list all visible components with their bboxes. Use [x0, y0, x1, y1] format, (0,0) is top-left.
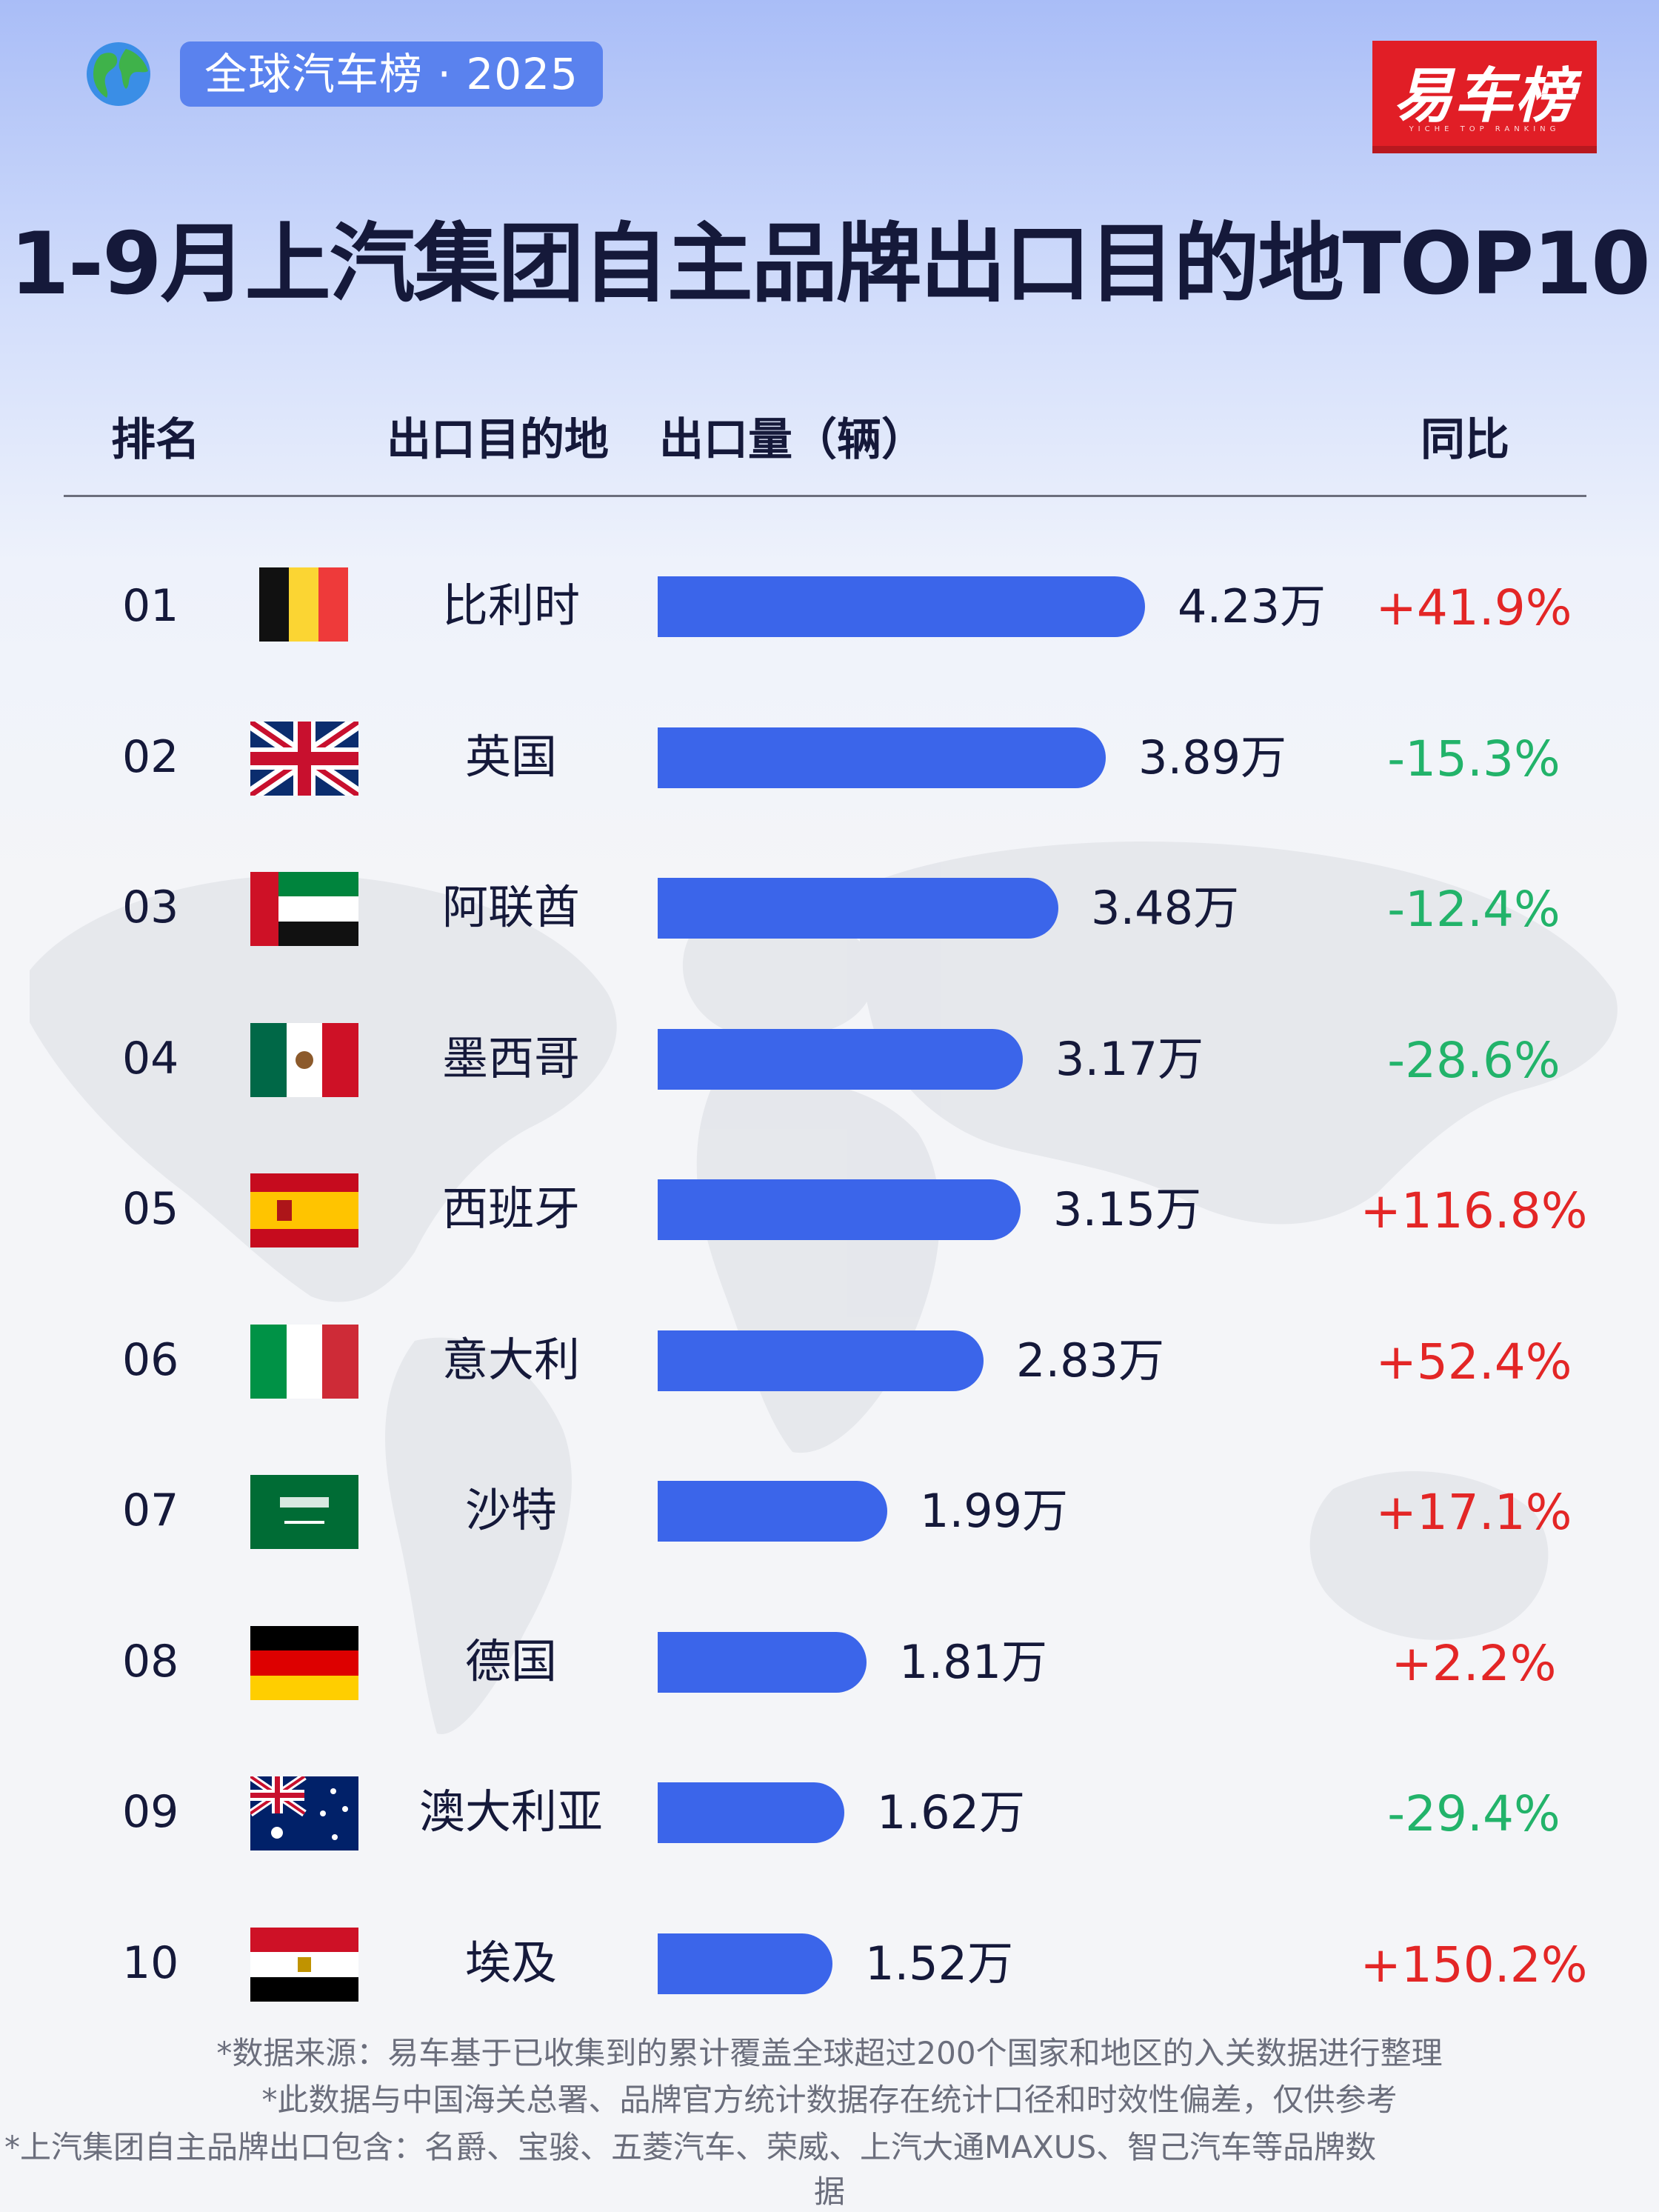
- belgium-flag-icon: [259, 567, 348, 642]
- table-row: 05 西班牙 3.15万 +116.8%: [0, 1173, 1659, 1327]
- rank-number: 08: [122, 1636, 179, 1688]
- logo-background: [1372, 41, 1597, 146]
- table-row: 02 英国 3.89万 -15.3%: [0, 722, 1659, 876]
- country-label: 沙特: [464, 1483, 557, 1537]
- column-header-destination: 出口目的地: [387, 414, 609, 466]
- value-label: 1.99万: [920, 1484, 1069, 1538]
- country-label: 比利时: [441, 579, 580, 633]
- rank-number: 05: [122, 1183, 179, 1235]
- rank-number: 09: [122, 1786, 179, 1838]
- italy-flag-icon: [250, 1325, 358, 1399]
- bar-7: [658, 1481, 887, 1542]
- bar-5: [658, 1179, 1021, 1240]
- value-label: 1.81万: [899, 1635, 1048, 1689]
- bar-1: [658, 576, 1145, 637]
- yoy-change: +41.9%: [1375, 579, 1572, 636]
- yoy-change: +116.8%: [1360, 1182, 1588, 1239]
- value-label: 3.17万: [1055, 1032, 1204, 1086]
- mexico-flag-icon: [250, 1023, 358, 1097]
- uae-flag-icon: [250, 872, 358, 946]
- country-label: 阿联酋: [441, 880, 580, 934]
- country-label: 澳大利亚: [418, 1785, 603, 1839]
- footnote-brands: *上汽集团自主品牌出口包含：名爵、宝骏、五菱汽车、荣威、上汽大通MAXUS、智己…: [4, 2129, 1377, 2165]
- table-row: 06 意大利 2.83万 +52.4%: [0, 1325, 1659, 1479]
- rank-number: 02: [122, 731, 179, 783]
- value-label: 3.89万: [1138, 730, 1287, 784]
- yoy-change: +150.2%: [1360, 1936, 1588, 1993]
- bar-10: [658, 1933, 832, 1994]
- country-label: 埃及: [464, 1936, 557, 1990]
- bar-6: [658, 1330, 984, 1391]
- rank-number: 07: [122, 1485, 179, 1536]
- header-divider: [64, 495, 1586, 497]
- germany-flag-icon: [250, 1626, 358, 1700]
- spain-flag-icon: [250, 1173, 358, 1247]
- uk-flag-icon: [250, 722, 358, 796]
- footnote-disclaimer: *此数据与中国海关总署、品牌官方统计数据存在统计口径和时效性偏差，仅供参考: [261, 2082, 1398, 2118]
- yoy-change: -29.4%: [1387, 1785, 1560, 1842]
- country-label: 德国: [464, 1634, 557, 1688]
- yoy-change: +17.1%: [1375, 1484, 1572, 1541]
- bar-8: [658, 1632, 867, 1693]
- table-row: 03 阿联酋 3.48万 -12.4%: [0, 872, 1659, 1026]
- bar-9: [658, 1782, 844, 1843]
- country-label: 墨西哥: [441, 1031, 580, 1085]
- table-row: 01 比利时 4.23万 +41.9%: [0, 567, 1659, 724]
- rank-number: 06: [122, 1334, 179, 1386]
- logo-text: 易车榜: [1393, 61, 1576, 130]
- footnote-brands-cont: 据: [813, 2173, 845, 2210]
- column-header-volume: 出口量（辆）: [659, 414, 926, 466]
- rank-number: 04: [122, 1033, 179, 1085]
- saudi-arabia-flag-icon: [250, 1475, 358, 1549]
- table-row: 07 沙特 1.99万 +17.1%: [0, 1475, 1659, 1629]
- header-tag: 全球汽车榜 · 2025: [180, 41, 603, 107]
- yoy-change: -12.4%: [1387, 881, 1560, 938]
- logo-subtext: YICHE TOP RANKING: [1409, 125, 1560, 133]
- bar-3: [658, 878, 1058, 939]
- table-row: 04 墨西哥 3.17万 -28.6%: [0, 1023, 1659, 1177]
- footnote-source: *数据来源：易车基于已收集到的累计覆盖全球超过200个国家和地区的入关数据进行整…: [216, 2035, 1443, 2071]
- value-label: 2.83万: [1016, 1333, 1165, 1388]
- table-row: 09 澳大利亚 1.62万 -29.4%: [0, 1776, 1659, 1930]
- country-label: 英国: [464, 730, 557, 784]
- yoy-change: +2.2%: [1391, 1635, 1557, 1692]
- rank-number: 01: [122, 580, 179, 632]
- column-header-rank: 排名: [111, 414, 200, 466]
- value-label: 3.48万: [1091, 881, 1240, 935]
- australia-flag-icon: [250, 1776, 358, 1850]
- value-label: 1.62万: [877, 1785, 1026, 1839]
- table-row: 10 埃及 1.52万 +150.2%: [0, 1928, 1659, 2082]
- table-row: 08 德国 1.81万 +2.2%: [0, 1626, 1659, 1780]
- value-label: 3.15万: [1053, 1182, 1202, 1236]
- yoy-change: +52.4%: [1375, 1333, 1572, 1390]
- yoy-change: -28.6%: [1387, 1032, 1560, 1089]
- column-header-yoy: 同比: [1421, 414, 1509, 466]
- globe-icon: [87, 42, 150, 106]
- rank-number: 03: [122, 882, 179, 933]
- yiche-logo: 易车榜 YICHE TOP RANKING: [1372, 41, 1597, 156]
- egypt-flag-icon: [250, 1928, 358, 2002]
- rank-number: 10: [122, 1937, 179, 1989]
- yoy-change: -15.3%: [1387, 730, 1560, 787]
- bar-4: [658, 1029, 1023, 1090]
- country-label: 西班牙: [441, 1182, 580, 1236]
- value-label: 1.52万: [865, 1936, 1014, 1991]
- country-label: 意大利: [441, 1333, 580, 1387]
- value-label: 4.23万: [1178, 579, 1326, 633]
- page-title: 1-9月上汽集团自主品牌出口目的地TOP10: [10, 214, 1651, 314]
- bar-2: [658, 727, 1106, 788]
